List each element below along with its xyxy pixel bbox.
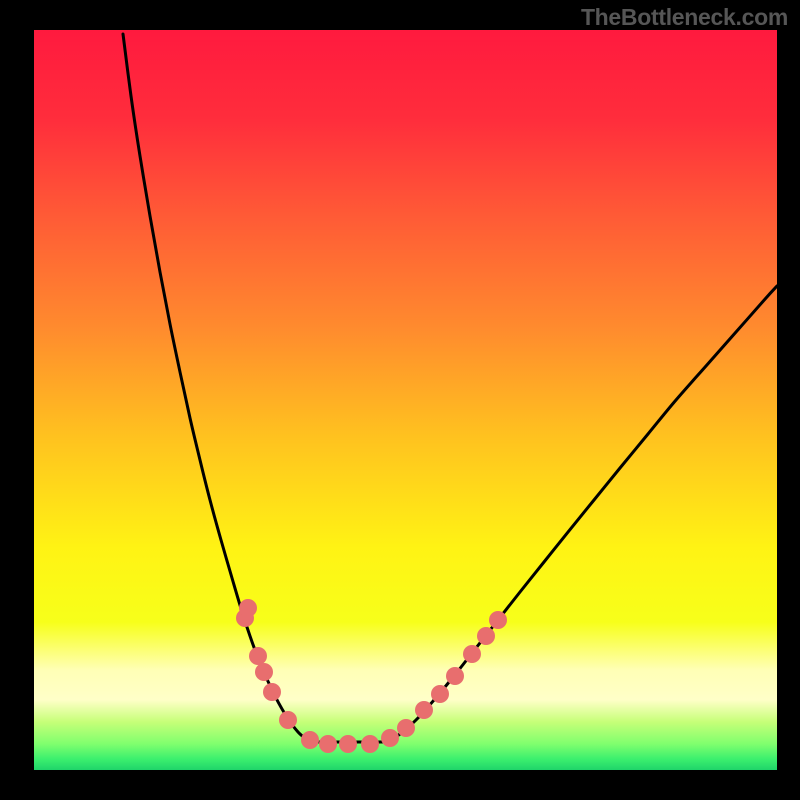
data-marker (255, 663, 273, 681)
data-marker (279, 711, 297, 729)
bottleneck-chart (0, 0, 800, 800)
data-marker (319, 735, 337, 753)
data-marker (249, 647, 267, 665)
data-marker (239, 599, 257, 617)
data-marker (489, 611, 507, 629)
data-marker (446, 667, 464, 685)
data-marker (263, 683, 281, 701)
data-marker (339, 735, 357, 753)
data-marker (431, 685, 449, 703)
data-marker (301, 731, 319, 749)
data-marker (477, 627, 495, 645)
watermark-text: TheBottleneck.com (581, 4, 788, 31)
data-marker (361, 735, 379, 753)
plot-background (34, 30, 777, 770)
data-marker (415, 701, 433, 719)
data-marker (397, 719, 415, 737)
data-marker (463, 645, 481, 663)
data-marker (381, 729, 399, 747)
